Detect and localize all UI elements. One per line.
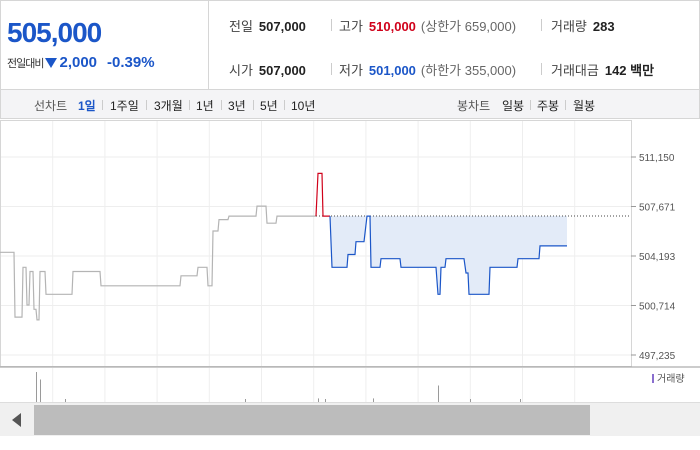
- period-1week[interactable]: 1주일: [110, 99, 139, 113]
- volume-legend-label: 거래량: [657, 373, 685, 385]
- volume-bar: [40, 379, 41, 402]
- prev-close-stat: 전일 507,000: [229, 16, 306, 35]
- volume-bar: [36, 372, 37, 402]
- low-value: 501,000: [368, 63, 416, 78]
- candle-daily[interactable]: 일봉: [502, 99, 525, 113]
- turnover-stat: 거래대금 142 백만: [551, 60, 654, 79]
- chart-toolbar: 선차트 1일 1주일 3개월 1년 3년 5년 10년 봉차트 일봉 주봉 월봉: [0, 90, 700, 119]
- price-box: 505,000 전일대비 2,000 -0.39%: [1, 1, 209, 89]
- stat-divider: [541, 19, 542, 31]
- period-5year[interactable]: 5년: [260, 99, 278, 113]
- low-stat: 저가 501,000 (하한가 355,000): [339, 60, 516, 79]
- high-label: 고가: [339, 19, 363, 34]
- change-rate: -0.39%: [107, 54, 155, 71]
- price-series: [0, 172, 567, 321]
- turnover-value: 142 백만: [604, 63, 655, 78]
- prev-close-value: 507,000: [258, 19, 306, 34]
- open-value: 507,000: [258, 63, 306, 78]
- price-line-neutral: [0, 205, 316, 321]
- candle-weekly[interactable]: 주봉: [537, 99, 560, 113]
- down-triangle-icon: [45, 57, 58, 68]
- period-3month[interactable]: 3개월: [154, 99, 183, 113]
- volume-bar: [245, 399, 246, 402]
- period-1day[interactable]: 1일: [78, 99, 96, 113]
- y-tick-label: 504,193: [639, 252, 676, 263]
- period-10year[interactable]: 10년: [291, 99, 316, 113]
- volume-bar: [520, 399, 521, 402]
- stat-divider: [331, 63, 332, 75]
- toolbar-divider: [253, 100, 254, 110]
- open-stat: 시가 507,000: [229, 60, 306, 79]
- stat-divider: [331, 19, 332, 31]
- period-1year[interactable]: 1년: [196, 99, 214, 113]
- volume-bars: [36, 372, 521, 402]
- volume-stat: 거래량 283: [551, 16, 615, 35]
- stock-summary-panel: 505,000 전일대비 2,000 -0.39% 전일 507,000 고가 51…: [0, 0, 700, 90]
- price-line-down: [329, 215, 567, 295]
- chart-scrollbar[interactable]: [0, 402, 700, 436]
- toolbar-divider: [565, 100, 566, 110]
- volume-bar: [438, 385, 439, 402]
- period-3year[interactable]: 3년: [228, 99, 246, 113]
- open-label: 시가: [229, 63, 253, 78]
- change-amount: 2,000: [59, 54, 98, 71]
- turnover-label: 거래대금: [551, 63, 599, 78]
- toolbar-divider: [284, 100, 285, 110]
- toolbar-divider: [146, 100, 147, 110]
- y-tick-label: 500,714: [639, 302, 676, 313]
- y-tick-label: 497,235: [639, 351, 676, 362]
- y-axis-ticks: 511,150 507,671 504,193 500,714 497,235: [631, 153, 676, 362]
- toolbar-divider: [189, 100, 190, 110]
- y-tick-label: 507,671: [639, 203, 676, 214]
- high-value: 510,000: [368, 19, 416, 34]
- below-prev-close-fill: [330, 216, 567, 295]
- volume-bar: [325, 399, 326, 402]
- toolbar-divider: [102, 100, 103, 110]
- prev-close-label: 전일: [229, 19, 253, 34]
- volume-bar: [373, 398, 374, 402]
- lower-limit: (하한가 355,000): [420, 63, 517, 78]
- volume-bar: [318, 398, 319, 402]
- line-chart-label: 선차트: [34, 99, 68, 113]
- volume-bar: [470, 399, 471, 402]
- volume-label: 거래량: [551, 19, 587, 34]
- scroll-thumb[interactable]: [34, 405, 590, 435]
- y-tick-label: 511,150: [639, 153, 675, 164]
- upper-limit: (상한가 659,000): [420, 19, 517, 34]
- candle-monthly[interactable]: 월봉: [573, 99, 596, 113]
- volume-grid: [52, 368, 576, 402]
- candle-chart-label: 봉차트: [457, 99, 491, 113]
- volume-value: 283: [592, 19, 615, 34]
- toolbar-divider: [530, 100, 531, 110]
- current-price: 505,000: [7, 17, 102, 48]
- low-label: 저가: [339, 63, 363, 78]
- price-chart: 511,150 507,671 504,193 500,714 497,235 거래량: [0, 120, 700, 402]
- high-stat: 고가 510,000 (상한가 659,000): [339, 16, 516, 35]
- scroll-left-icon[interactable]: [0, 403, 34, 437]
- toolbar-divider: [221, 100, 222, 110]
- volume-bar: [65, 399, 66, 402]
- stat-divider: [541, 63, 542, 75]
- volume-legend-swatch: [652, 374, 654, 383]
- change-row: 전일대비 2,000 -0.39%: [7, 54, 155, 71]
- change-label: 전일대비: [7, 56, 44, 70]
- price-line-up: [315, 172, 330, 217]
